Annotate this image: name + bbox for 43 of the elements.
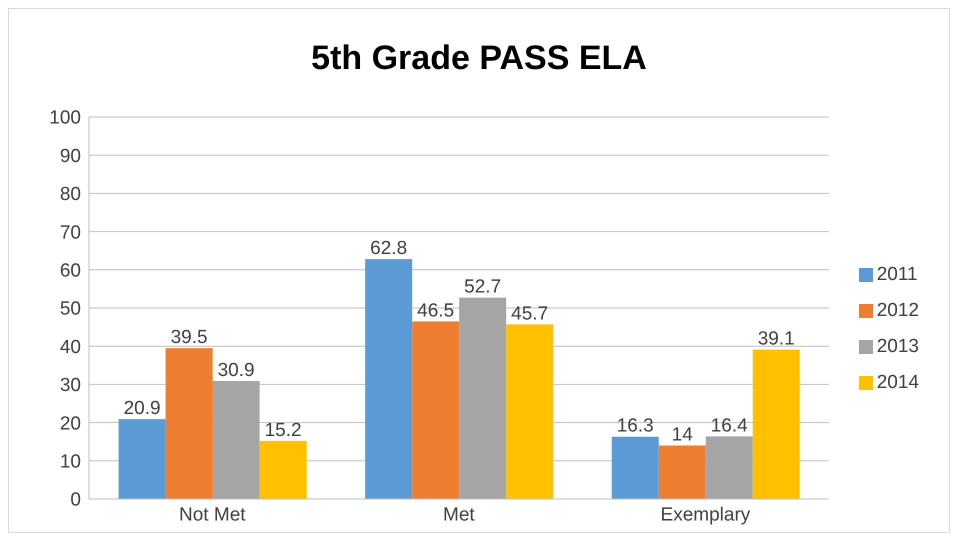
- data-label: 16.3: [616, 416, 654, 437]
- legend-label: 2012: [876, 300, 919, 321]
- bar: [212, 380, 260, 499]
- y-tick-label: 30: [60, 375, 81, 396]
- bar: [658, 446, 706, 499]
- data-label: 45.7: [511, 303, 548, 324]
- y-tick-label: 80: [60, 184, 81, 206]
- bar: [118, 419, 166, 499]
- legend-label: 2014: [876, 372, 919, 393]
- data-label: 16.4: [710, 415, 748, 436]
- chart-title: 5th Grade PASS ELA: [310, 38, 648, 79]
- data-label: 39.1: [758, 328, 795, 350]
- y-tick-label: 0: [70, 490, 81, 511]
- data-label: 52.7: [464, 276, 502, 298]
- y-tick-label: 60: [60, 260, 81, 282]
- bar: [260, 440, 307, 499]
- x-tick-label: Exemplary: [660, 504, 751, 526]
- bar: [412, 321, 460, 499]
- y-tick-label: 100: [49, 108, 81, 129]
- y-tick-label: 10: [60, 452, 81, 473]
- bar: [612, 436, 659, 499]
- data-label: 30.9: [218, 360, 255, 381]
- bar: [506, 324, 554, 499]
- data-label: 14: [672, 424, 694, 446]
- y-tick-label: 50: [60, 298, 81, 320]
- bar: [365, 259, 412, 499]
- bar: [752, 350, 800, 499]
- bar: [706, 436, 753, 499]
- legend-label: 2013: [876, 336, 919, 357]
- x-tick-label: Met: [443, 504, 476, 526]
- bar: [459, 298, 506, 499]
- data-label: 20.9: [124, 398, 161, 420]
- y-tick-label: 20: [60, 413, 81, 434]
- y-tick-label: 70: [60, 222, 81, 244]
- data-label: 39.5: [170, 327, 208, 348]
- data-label: 15.2: [264, 420, 302, 441]
- x-tick-label: Not Met: [179, 504, 246, 526]
- bar: [166, 348, 213, 499]
- legend-label: 2011: [876, 264, 918, 285]
- y-tick-label: 40: [60, 336, 81, 358]
- data-label: 46.5: [417, 300, 454, 322]
- data-label: 62.8: [370, 238, 408, 260]
- y-tick-label: 90: [60, 146, 81, 167]
